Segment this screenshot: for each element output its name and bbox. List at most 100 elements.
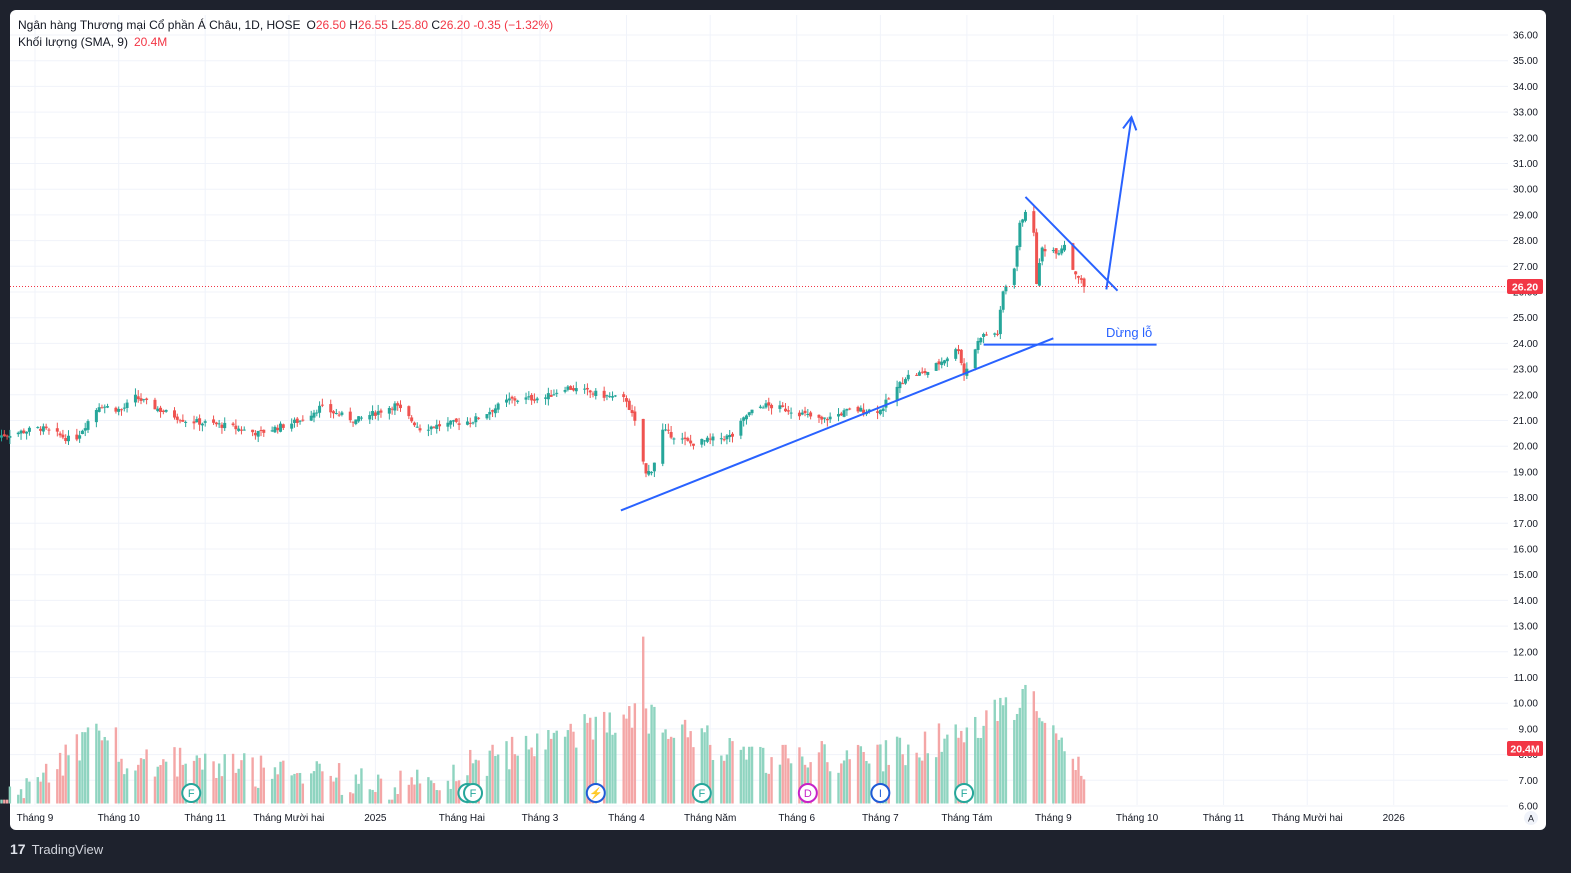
volume-bar (634, 703, 636, 803)
volume-bar (64, 745, 66, 804)
event-marker[interactable]: ⚡ (587, 784, 605, 802)
candle-body (728, 435, 731, 437)
candle-body (898, 382, 901, 388)
volume-bar (1016, 714, 1018, 804)
price-axis-tick: 35.00 (1513, 56, 1538, 67)
candle-body (452, 420, 455, 421)
volume-bar (48, 783, 50, 804)
candle-body (218, 423, 221, 424)
volume-bar (1072, 759, 1074, 804)
candle-body (87, 421, 90, 430)
volume-bar (765, 773, 767, 804)
candle-body (1021, 219, 1024, 222)
candle-body (1055, 248, 1058, 253)
volume-bar (321, 771, 323, 803)
volume-bar (1033, 691, 1035, 803)
candle-body (527, 396, 530, 397)
volume-bar (59, 753, 61, 804)
volume-bar (494, 756, 496, 804)
volume-bar (3, 800, 5, 804)
volume-bar (447, 781, 449, 804)
volume-bar (901, 754, 903, 803)
candle-body (184, 422, 187, 423)
volume-bar (837, 773, 839, 804)
volume-bar (98, 731, 100, 804)
volume-bar (729, 738, 731, 803)
candle-body (318, 406, 321, 413)
volume-bar (673, 738, 675, 804)
volume-indicator-title[interactable]: Khối lượng (SMA, 9) (18, 34, 128, 51)
candle-body (709, 439, 712, 440)
volume-bar (17, 795, 19, 804)
candle-body (845, 409, 848, 411)
candle-body (75, 435, 78, 440)
candle-body (806, 414, 809, 415)
volume-bar (413, 785, 415, 804)
volume-bar (865, 761, 867, 803)
volume-bar (9, 787, 11, 804)
volume-bar (159, 765, 161, 803)
candle-body (706, 438, 709, 442)
price-axis-tick: 16.00 (1513, 545, 1538, 556)
candle-body (550, 395, 553, 397)
event-marker[interactable]: F (464, 784, 482, 802)
candle-body (315, 413, 318, 414)
volume-bar (450, 789, 452, 804)
candle-body (859, 408, 862, 412)
time-axis-tick: Tháng 3 (522, 813, 559, 824)
candle-body (103, 407, 106, 408)
candle-body (809, 412, 812, 416)
candle-body (340, 412, 343, 414)
event-marker[interactable]: I (871, 784, 889, 802)
candle-body (262, 430, 265, 433)
volume-bar (731, 741, 733, 803)
volume-bar (1052, 725, 1054, 803)
volume-bar (341, 795, 343, 804)
volume-bar (899, 738, 901, 804)
volume-bar (489, 751, 491, 804)
candle-body (145, 399, 148, 400)
price-axis-tick: 14.00 (1513, 596, 1538, 607)
volume-bar (628, 706, 630, 803)
candle-body (1060, 248, 1063, 253)
candle-body (1002, 291, 1005, 309)
symbol-title[interactable]: Ngân hàng Thương mại Cổ phần Á Châu, 1D,… (18, 17, 301, 34)
event-marker[interactable]: F (182, 784, 200, 802)
candle-body (985, 334, 988, 335)
candle-body (653, 463, 656, 472)
candle-body (379, 410, 382, 412)
volume-bar (134, 771, 136, 804)
candle-body (608, 396, 611, 397)
volume-bar (583, 714, 585, 803)
volume-bar (115, 727, 117, 803)
event-marker[interactable]: D (799, 784, 817, 802)
candle-body (882, 409, 885, 411)
candle-body (64, 438, 67, 441)
volume-bar (302, 784, 304, 804)
candle-body (979, 338, 982, 342)
candle-body (276, 428, 279, 430)
tradingview-logo-icon[interactable]: 17 (10, 841, 26, 857)
volume-bar (762, 748, 764, 804)
volume-bar (924, 732, 926, 804)
volume-bar (232, 754, 234, 804)
event-marker[interactable]: F (693, 784, 711, 802)
candle-body (137, 396, 140, 399)
auto-scale-button[interactable]: A (1524, 811, 1538, 825)
volume-bar (419, 783, 421, 803)
candle-body (407, 406, 410, 416)
volume-bar (1038, 718, 1040, 804)
brand-name[interactable]: TradingView (32, 842, 104, 857)
candle-body (257, 431, 260, 437)
volume-bar (120, 759, 122, 804)
candle-body (240, 430, 243, 431)
event-marker[interactable]: F (955, 784, 973, 802)
time-axis-tick: Tháng 10 (1116, 813, 1159, 824)
candle-body (321, 405, 324, 406)
last-price-badge: 26.20 (1507, 279, 1543, 294)
candle-body (533, 399, 536, 400)
candle-body (505, 400, 508, 403)
event-marker-letter: F (188, 788, 195, 800)
